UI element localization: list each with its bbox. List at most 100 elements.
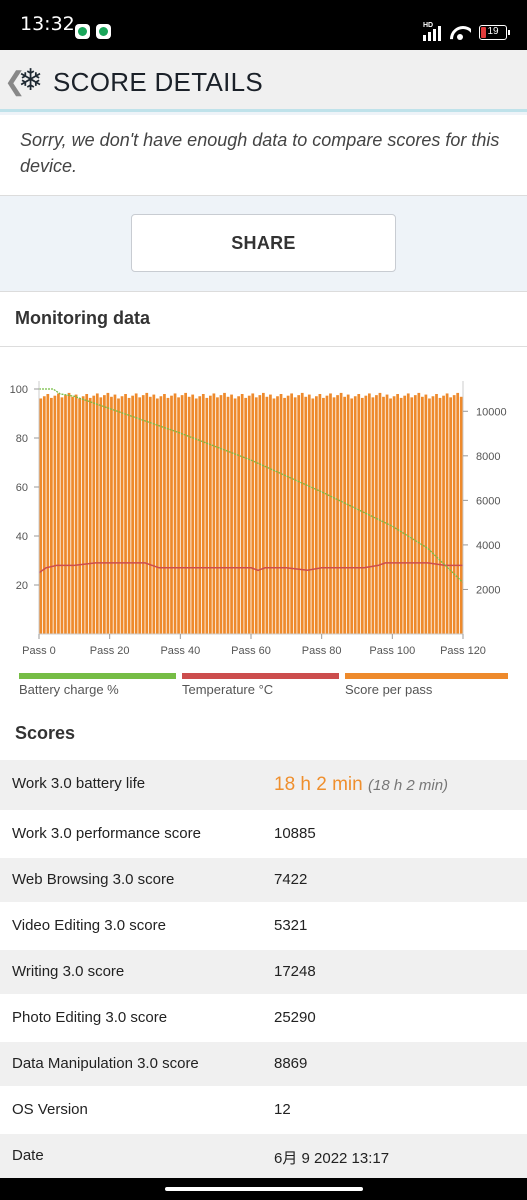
- home-gesture-handle[interactable]: [165, 1187, 363, 1191]
- score-bar: [435, 394, 438, 634]
- score-bar: [191, 394, 195, 634]
- score-bar: [424, 394, 428, 634]
- score-row-battery-life[interactable]: Work 3.0 battery life 18 h 2 min (18 h 2…: [0, 760, 527, 810]
- divider: [0, 346, 527, 347]
- score-bar: [322, 397, 325, 634]
- score-bar: [300, 392, 304, 634]
- y-right-tick-label: 10000: [476, 406, 507, 418]
- scores-title: Scores: [15, 723, 76, 743]
- score-bar: [449, 397, 452, 634]
- score-value: 5321: [274, 917, 308, 934]
- legend-label-temperature: Temperature °C: [182, 682, 274, 697]
- score-bar: [131, 395, 134, 634]
- score-bar: [438, 397, 442, 634]
- score-bar: [389, 398, 392, 634]
- notice-text: Sorry, we don't have enough data to comp…: [20, 130, 500, 176]
- score-bar: [46, 394, 50, 634]
- temperature-line: [38, 562, 463, 574]
- score-bar: [360, 397, 364, 634]
- score-bar: [421, 396, 424, 634]
- score-bar: [42, 396, 46, 634]
- battery-life-main: 18 h 2 min: [274, 774, 363, 795]
- score-bar: [339, 392, 343, 634]
- score-row-web-browsing[interactable]: Web Browsing 3.0 score 7422: [0, 858, 527, 902]
- score-bar: [103, 395, 106, 635]
- legend-label-score: Score per pass: [345, 682, 433, 697]
- score-row-writing[interactable]: Writing 3.0 score 17248: [0, 950, 527, 994]
- score-bar: [318, 394, 322, 634]
- score-row-data-manipulation[interactable]: Data Manipulation 3.0 score 8869: [0, 1042, 527, 1086]
- score-bar: [95, 393, 99, 634]
- score-bar: [431, 396, 435, 634]
- share-button[interactable]: SHARE: [131, 214, 396, 272]
- y-left-tick-label: 20: [16, 580, 28, 592]
- score-bar: [371, 397, 375, 634]
- legend-swatch-score: [345, 673, 508, 679]
- app-header: ❮ ❄ SCORE DETAILS: [0, 50, 527, 112]
- battery-icon: 19: [479, 24, 510, 40]
- score-bar: [279, 394, 283, 634]
- monitoring-chart: 20 40 60 80 100 2000 4000 6000 8000 10000 Pass 0 Pa…: [10, 381, 507, 657]
- score-label: Date: [12, 1147, 44, 1164]
- score-bar: [403, 395, 407, 634]
- score-bar: [159, 396, 163, 634]
- score-bar: [442, 395, 445, 634]
- y-right-tick-label: 4000: [476, 540, 500, 552]
- chart-axes: 20 40 60 80 100 2000 4000 6000 8000 10000 Pass 0 Pa…: [10, 381, 507, 657]
- score-bar: [343, 396, 346, 634]
- score-bar: [219, 395, 223, 635]
- y-left-tick-label: 60: [16, 482, 28, 494]
- score-bar: [187, 396, 191, 634]
- score-bar: [237, 396, 240, 634]
- score-bar: [364, 395, 368, 634]
- score-bar: [290, 393, 293, 634]
- score-bar: [106, 392, 110, 634]
- y-right-tick-label: 8000: [476, 451, 500, 463]
- score-bar: [307, 394, 311, 634]
- score-bar: [163, 394, 166, 634]
- snowflake-icon[interactable]: ❄: [18, 64, 44, 97]
- score-bar: [332, 397, 336, 634]
- score-bar: [88, 397, 92, 634]
- score-row-performance[interactable]: Work 3.0 performance score 10885: [0, 812, 527, 856]
- score-bar: [152, 394, 156, 634]
- score-bar: [258, 395, 262, 635]
- score-bar: [293, 397, 297, 634]
- score-bar: [78, 398, 81, 634]
- score-bar: [350, 398, 354, 634]
- score-bar: [209, 395, 212, 634]
- score-bar: [64, 395, 67, 635]
- legend-score: Score per pass: [345, 673, 508, 697]
- score-bar: [417, 392, 421, 634]
- y-left-tick-label: 80: [16, 433, 28, 445]
- score-row-photo-editing[interactable]: Photo Editing 3.0 score 25290: [0, 996, 527, 1040]
- score-value: 10885: [274, 825, 316, 842]
- legend-battery: Battery charge %: [19, 673, 176, 697]
- score-bar: [180, 395, 184, 635]
- score-bar: [428, 398, 431, 634]
- chevron-left-icon[interactable]: ❮: [4, 66, 26, 96]
- score-bar: [244, 397, 248, 634]
- x-tick-label: Pass 0: [22, 645, 56, 657]
- score-label: Video Editing 3.0 score: [12, 917, 166, 934]
- network-type-label: HD: [423, 21, 434, 29]
- score-bar: [194, 398, 198, 634]
- chat-app-icon: [96, 24, 111, 39]
- monitoring-card: Monitoring data 20 40 60 80 100 2000 4000 6000 8…: [0, 291, 527, 1200]
- score-bar: [406, 393, 410, 634]
- score-bar: [375, 395, 378, 635]
- score-bar: [325, 395, 329, 634]
- score-bar: [145, 392, 149, 634]
- score-bar: [272, 398, 276, 634]
- score-bar: [452, 395, 456, 635]
- score-bar: [226, 396, 230, 634]
- score-bar: [230, 394, 233, 634]
- score-bar: [67, 392, 71, 634]
- score-bar: [74, 394, 78, 634]
- score-bar: [134, 393, 138, 634]
- score-bar: [177, 397, 180, 634]
- score-bar: [117, 398, 120, 634]
- score-row-video-editing[interactable]: Video Editing 3.0 score 5321: [0, 904, 527, 948]
- x-tick-label: Pass 40: [160, 645, 200, 657]
- wifi-icon: [449, 24, 471, 41]
